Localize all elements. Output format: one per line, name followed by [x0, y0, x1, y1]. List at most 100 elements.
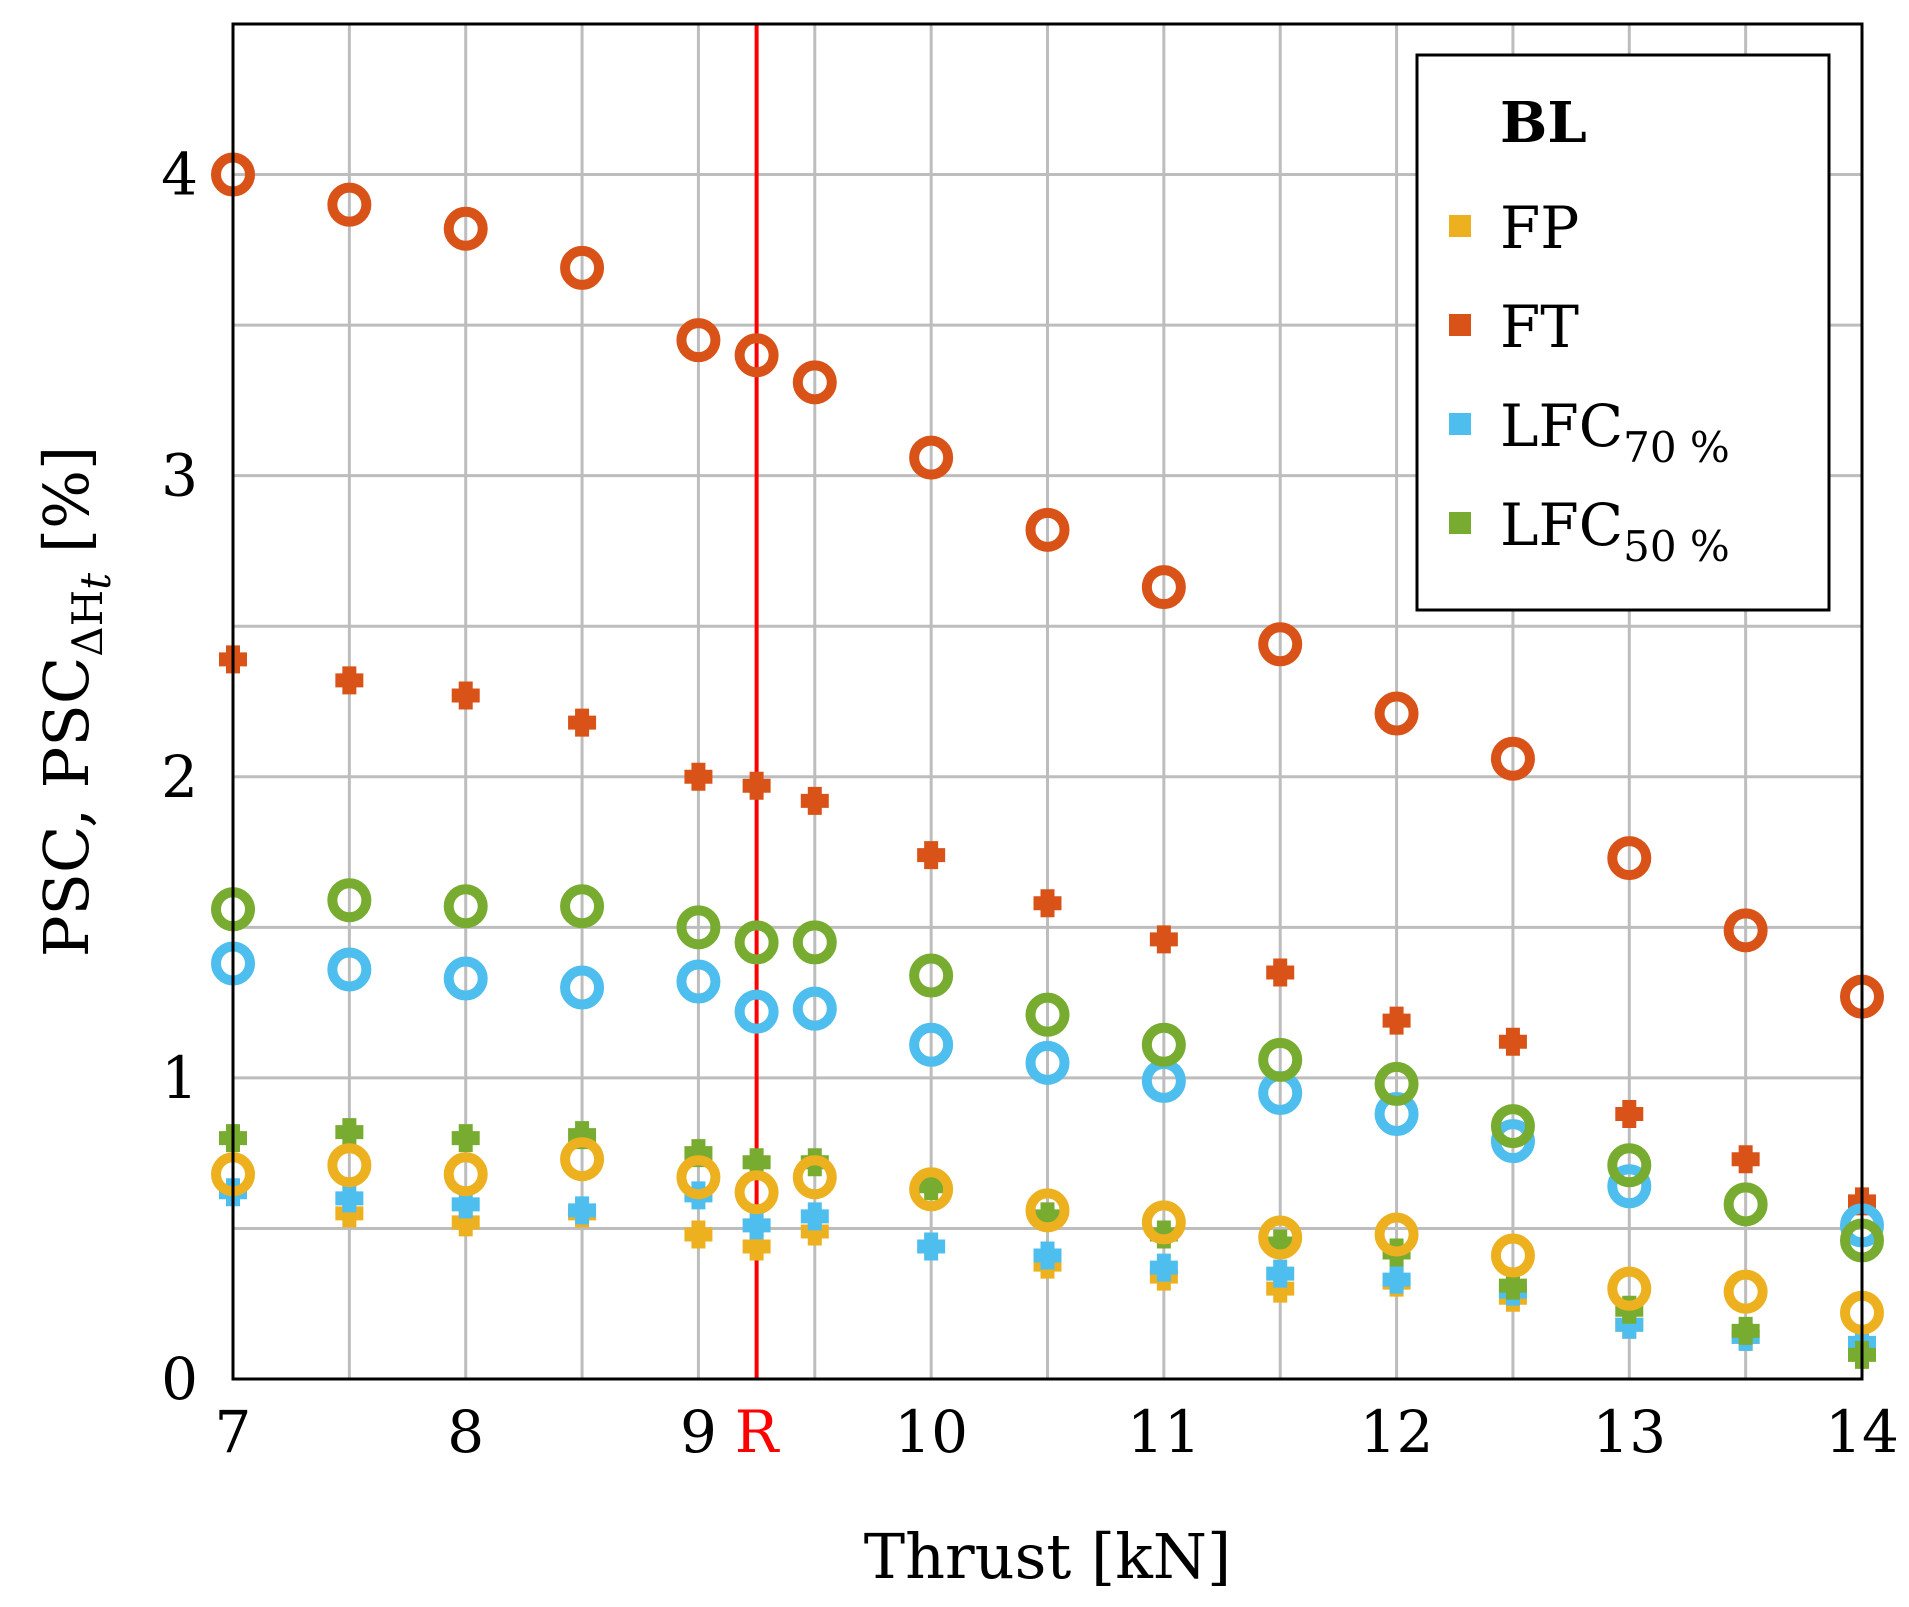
series-lfc-50-circle-point: [1025, 992, 1070, 1037]
series-ft-circle-point: [1025, 507, 1070, 552]
series-fp-circle-point: [443, 1152, 488, 1197]
series-ft-plus-point: [1266, 958, 1295, 987]
series-lfc-70-plus-point: [800, 1202, 829, 1231]
x-tick-label: 7: [215, 1398, 252, 1466]
series-fp-circle-point: [560, 1137, 605, 1182]
legend-label: LFC70 %: [1500, 392, 1730, 472]
series-ft-circle-point: [1607, 836, 1652, 881]
series-lfc-70-plus-point: [335, 1184, 364, 1213]
legend-swatch: [1449, 314, 1471, 336]
series-lfc-50-circle-point: [676, 905, 721, 950]
y-axis-title-unit: [%]: [30, 446, 103, 553]
series-ft-plus-point: [1731, 1145, 1760, 1174]
series-lfc-70-plus-point: [1382, 1265, 1411, 1294]
series-ft-circle-point: [1723, 908, 1768, 953]
x-tick-label: 12: [1360, 1398, 1434, 1466]
series-lfc-70-circle-point: [909, 1022, 954, 1067]
series-ft-plus-point: [742, 771, 771, 800]
series-fp-circle-point: [1025, 1188, 1070, 1233]
legend-label: FT: [1500, 293, 1579, 361]
legend-swatch: [1449, 215, 1471, 237]
series-lfc-50-circle-point: [734, 920, 779, 965]
series-fp-circle-point: [1141, 1200, 1186, 1245]
y-axis-title-subsubscript: t: [71, 573, 120, 590]
series-lfc-50-circle-point: [909, 953, 954, 998]
series-lfc-50-circle-point: [1141, 1022, 1186, 1067]
series-ft-plus-point: [684, 762, 713, 791]
series-ft-circle-point: [327, 182, 372, 227]
legend-title: BL: [1500, 90, 1587, 156]
x-tick-label: 11: [1127, 1398, 1201, 1466]
series-ft-circle-point: [1490, 736, 1535, 781]
series-ft-plus-point: [335, 666, 364, 695]
series-fp-plus-point: [742, 1232, 771, 1261]
x-tick-label: 13: [1592, 1398, 1666, 1466]
series-lfc-70-circle-point: [1607, 1164, 1652, 1209]
series-lfc-70-plus-point: [568, 1196, 597, 1225]
series-ft-plus-point: [568, 708, 597, 737]
series-ft-plus-point: [1382, 1006, 1411, 1035]
series-ft-circle-point: [443, 206, 488, 251]
plot-frame: [231, 22, 1864, 1381]
series-lfc-70-circle-point: [792, 986, 837, 1031]
x-tick-label: 10: [894, 1398, 968, 1466]
y-tick-label: 0: [161, 1345, 198, 1413]
series-fp-circle-point: [909, 1167, 954, 1212]
y-tick-label: 1: [161, 1044, 198, 1112]
series-lfc-70-plus-point: [451, 1190, 480, 1219]
series-fp-circle-point: [1723, 1269, 1768, 1314]
series-fp-circle-point: [327, 1143, 372, 1188]
series-ft-plus-point: [1498, 1027, 1527, 1056]
series-lfc-70-circle-point: [676, 959, 721, 1004]
legend-box: [1415, 53, 1831, 612]
y-tick-label: 2: [161, 743, 198, 811]
series-lfc-70-plus-point: [1266, 1259, 1295, 1288]
series-ft-circle-point: [792, 360, 837, 405]
series-ft-circle-point: [560, 245, 605, 290]
y-axis-title: PSC, PSCΔHt [%]: [30, 446, 120, 957]
series-fp-circle-point: [734, 1170, 779, 1215]
series-fp-circle-point: [1258, 1215, 1303, 1260]
series-lfc-50-circle-point: [1607, 1143, 1652, 1188]
legend-label-main: LFC: [1500, 491, 1623, 559]
series-lfc-70-plus-point: [742, 1211, 771, 1240]
series-lfc-50-circle-point: [1490, 1104, 1535, 1149]
series-lfc-50-circle-point: [1258, 1037, 1303, 1082]
series-ft-circle-point: [909, 435, 954, 480]
series-ft-circle-point: [1141, 565, 1186, 610]
y-tick-label: 4: [161, 141, 198, 209]
y-tick-label: 3: [161, 442, 198, 510]
series-ft-circle-point: [1374, 691, 1419, 736]
series-fp-plus-point: [684, 1220, 713, 1249]
series-ft-plus-point: [917, 841, 946, 870]
series-lfc-70-plus-point: [917, 1232, 946, 1261]
series-ft-plus-point: [1033, 889, 1062, 918]
series-lfc-70-plus-point: [1149, 1253, 1178, 1282]
series-lfc-50-plus-point: [451, 1124, 480, 1153]
series-lfc-70-circle-point: [734, 989, 779, 1034]
series-ft-plus-point: [451, 681, 480, 710]
series-ft-circle-point: [734, 333, 779, 378]
legend-swatch: [1449, 413, 1471, 435]
y-axis-title-space: [30, 553, 103, 573]
series-ft-plus-point: [1149, 925, 1178, 954]
series-lfc-50-plus-point: [742, 1148, 771, 1177]
series-lfc-70-circle-point: [443, 956, 488, 1001]
legend-label: LFC50 %: [1500, 491, 1730, 571]
series-fp-circle-point: [1490, 1233, 1535, 1278]
series-lfc-50-circle-point: [443, 884, 488, 929]
reference-line-label: R: [735, 1398, 781, 1466]
x-axis-title: Thrust [kN]: [864, 1520, 1232, 1593]
series-fp-circle-point: [1374, 1212, 1419, 1257]
series-lfc-50-circle-point: [560, 884, 605, 929]
series-lfc-50-circle-point: [327, 878, 372, 923]
legend-label-subscript: 50 %: [1623, 522, 1730, 571]
series-lfc-50-plus-point: [1731, 1316, 1760, 1345]
series-ft-circle-point: [1258, 622, 1303, 667]
legend-label-main: LFC: [1500, 392, 1623, 460]
legend-label-main: FT: [1500, 293, 1579, 361]
series-lfc-50-plus-point: [1498, 1271, 1527, 1300]
legend-label-main: FP: [1500, 194, 1579, 262]
